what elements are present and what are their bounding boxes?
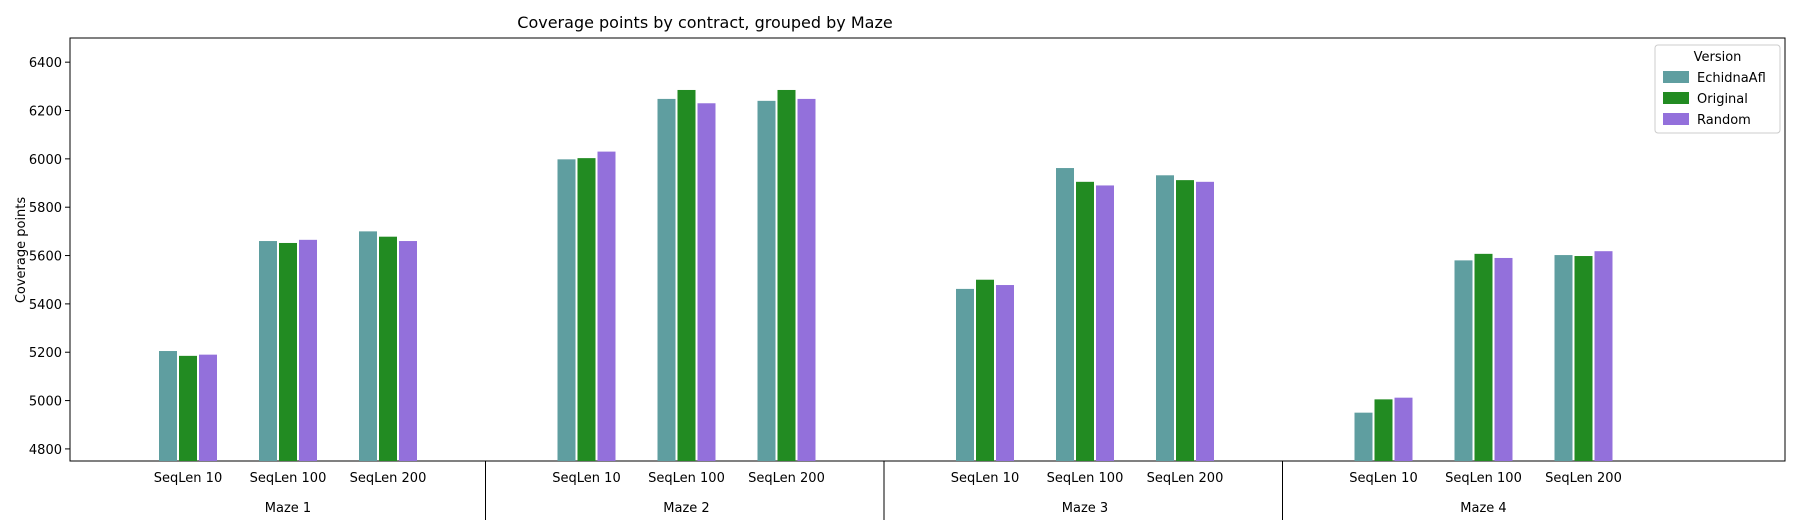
x-tick-label: SeqLen 100	[1047, 471, 1124, 486]
legend-entry: Original	[1697, 92, 1748, 107]
bar-original-3-2	[1076, 181, 1094, 461]
x-tick-label: SeqLen 10	[552, 471, 620, 486]
bar-original-2-1	[577, 158, 596, 461]
chart-title: Coverage points by contract, grouped by …	[517, 13, 892, 32]
bar-original-3-1	[976, 279, 994, 461]
bar-echidnaafl-4-1	[1354, 412, 1373, 461]
bar-random-2-2	[697, 103, 716, 462]
bar-echidnaafl-3-3	[1156, 175, 1174, 462]
bar-echidnaafl-2-3	[757, 100, 776, 462]
legend-entry: Random	[1697, 113, 1751, 128]
bar-random-4-3	[1594, 251, 1613, 461]
y-tick-label: 5000	[29, 395, 62, 410]
bar-echidnaafl-4-3	[1554, 255, 1573, 461]
x-tick-label: SeqLen 100	[648, 471, 725, 486]
bar-original-4-1	[1374, 399, 1393, 461]
group-label: Maze 4	[1460, 501, 1506, 516]
bar-original-2-3	[777, 89, 796, 462]
legend: Version EchidnaAfl Original Random	[1654, 44, 1781, 134]
legend-swatch	[1663, 113, 1689, 125]
y-tick-label: 5200	[29, 346, 62, 361]
legend-swatch	[1663, 71, 1689, 83]
group-label: Maze 3	[1062, 501, 1108, 516]
bar-random-3-3	[1196, 181, 1214, 461]
bar-echidnaafl-4-2	[1454, 260, 1473, 461]
y-tick-label: 5400	[29, 298, 62, 313]
y-tick-label: 6200	[29, 105, 62, 120]
bar-random-4-1	[1394, 397, 1413, 461]
x-tick-label: SeqLen 100	[250, 471, 327, 486]
bar-original-4-3	[1574, 256, 1593, 461]
legend-swatch	[1663, 92, 1689, 104]
bar-random-1-2	[299, 239, 317, 461]
bar-random-3-2	[1096, 185, 1114, 461]
y-tick-label: 4800	[29, 443, 62, 458]
group-label: Maze 1	[265, 501, 311, 516]
bar-echidnaafl-1-3	[359, 231, 377, 461]
x-tick-label: SeqLen 10	[951, 471, 1019, 486]
bar-echidnaafl-3-1	[956, 288, 974, 461]
bar-echidnaafl-1-2	[259, 241, 277, 461]
legend-title: Version	[1694, 50, 1742, 65]
bar-echidnaafl-2-1	[557, 159, 576, 461]
bar-random-3-1	[996, 285, 1014, 461]
x-tick-label: SeqLen 100	[1445, 471, 1522, 486]
bar-original-4-2	[1474, 253, 1493, 461]
x-tick-label: SeqLen 200	[1545, 471, 1622, 486]
bar-random-2-3	[797, 98, 816, 462]
y-axis-label: Coverage points	[14, 197, 29, 304]
x-tick-label: SeqLen 10	[1349, 471, 1417, 486]
bar-echidnaafl-1-1	[159, 351, 177, 461]
legend-entry: EchidnaAfl	[1697, 71, 1766, 86]
bar-echidnaafl-3-2	[1056, 168, 1074, 461]
bar-random-1-3	[399, 241, 417, 461]
x-tick-label: SeqLen 200	[350, 471, 427, 486]
x-tick-label: SeqLen 200	[748, 471, 825, 486]
bar-random-2-1	[597, 151, 616, 461]
plot-frame	[69, 37, 1786, 462]
bar-original-1-2	[279, 242, 297, 461]
bar-original-1-1	[179, 355, 197, 461]
plot-area: 4800 5000 5200 5400 5600 5800 6000 6200 6400 SeqL…	[29, 37, 1786, 520]
bar-original-2-2	[677, 89, 696, 462]
bar-original-1-3	[379, 236, 397, 461]
bar-random-1-1	[199, 354, 217, 461]
bar-original-3-3	[1176, 180, 1194, 462]
legend-box	[1654, 44, 1781, 134]
y-tick-label: 5800	[29, 201, 62, 216]
bar-random-4-2	[1494, 257, 1513, 461]
bar-echidnaafl-2-2	[657, 98, 676, 462]
x-tick-label: SeqLen 10	[154, 471, 222, 486]
y-tick-label: 5600	[29, 250, 62, 265]
y-tick-label: 6400	[29, 56, 62, 71]
y-tick-label: 6000	[29, 153, 62, 168]
group-label: Maze 2	[663, 501, 709, 516]
x-tick-label: SeqLen 200	[1147, 471, 1224, 486]
